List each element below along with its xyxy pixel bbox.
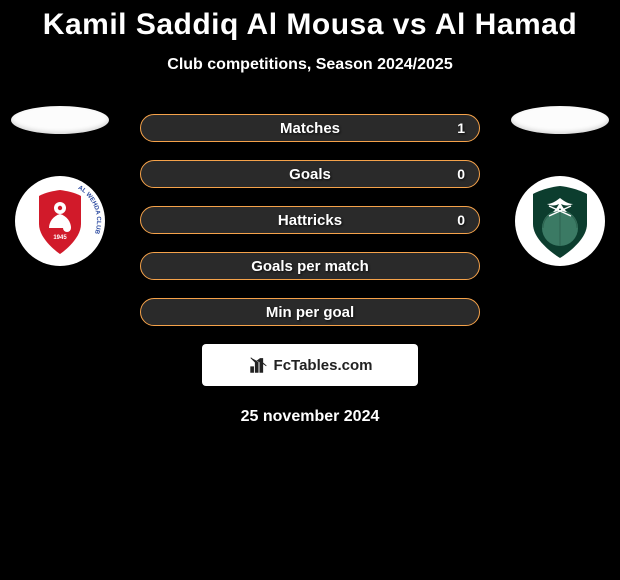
player-left-photo-placeholder — [11, 106, 109, 134]
stat-label: Matches — [280, 120, 340, 137]
bar-chart-icon — [248, 354, 270, 376]
shield-icon — [515, 176, 605, 266]
shield-icon: 1945 AL WEHDA CLUB — [15, 176, 105, 266]
stat-row: Goals per match — [140, 252, 480, 280]
stat-value: 0 — [457, 166, 465, 182]
stat-row: Matches 1 — [140, 114, 480, 142]
stat-value: 1 — [457, 120, 465, 136]
player-left: 1945 AL WEHDA CLUB — [10, 106, 110, 266]
stat-bars: Matches 1 Goals 0 Hattricks 0 Goals per … — [140, 114, 480, 326]
watermark: FcTables.com — [202, 344, 418, 386]
player-right-photo-placeholder — [511, 106, 609, 134]
stat-value: 0 — [457, 212, 465, 228]
stat-label: Goals per match — [251, 258, 369, 275]
page-title: Kamil Saddiq Al Mousa vs Al Hamad — [0, 8, 620, 42]
player-left-crest: 1945 AL WEHDA CLUB — [15, 176, 105, 266]
stat-row: Goals 0 — [140, 160, 480, 188]
player-right — [510, 106, 610, 266]
stat-row: Hattricks 0 — [140, 206, 480, 234]
stat-label: Min per goal — [266, 304, 354, 321]
stat-label: Goals — [289, 166, 331, 183]
watermark-text: FcTables.com — [274, 357, 373, 374]
stat-label: Hattricks — [278, 212, 342, 229]
player-right-crest — [515, 176, 605, 266]
stat-row: Min per goal — [140, 298, 480, 326]
subtitle: Club competitions, Season 2024/2025 — [0, 56, 620, 74]
svg-text:1945: 1945 — [53, 235, 67, 241]
date-text: 25 november 2024 — [0, 408, 620, 426]
